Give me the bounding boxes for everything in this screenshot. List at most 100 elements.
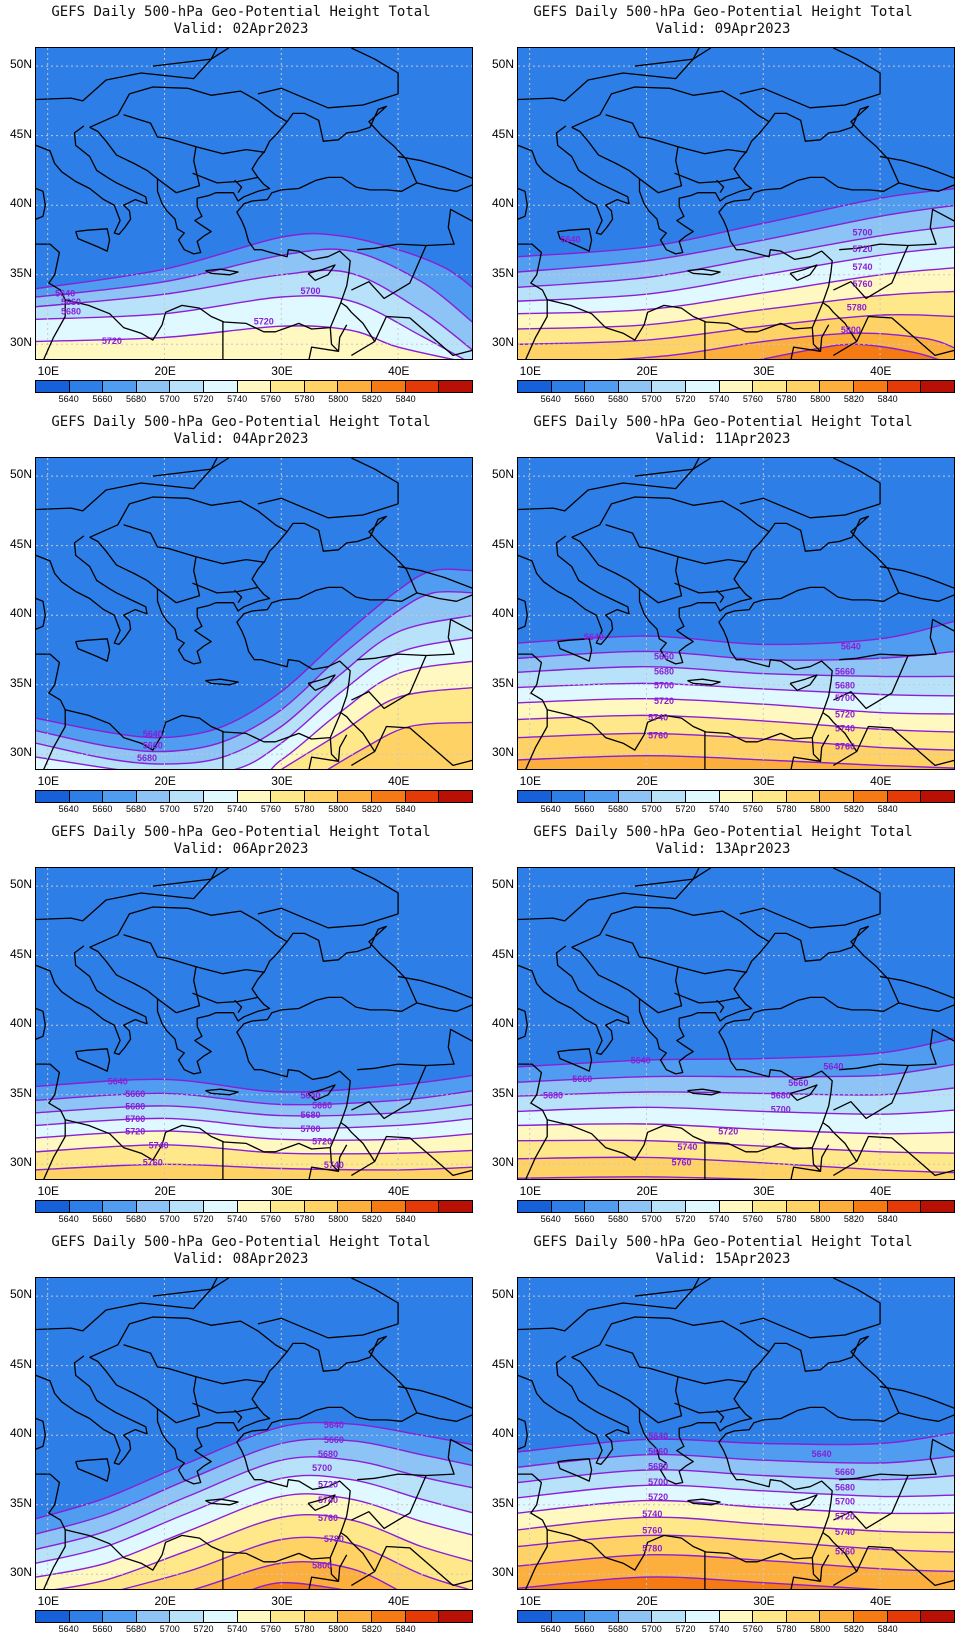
- colorbar-label: 5660: [92, 1624, 113, 1634]
- y-tick-label: 40N: [9, 1426, 32, 1441]
- x-tick-label: 10E: [519, 1184, 542, 1198]
- map-panel-p5: GEFS Daily 500-hPa Geo-Potential Height …: [0, 820, 482, 1230]
- contour-label: 5640: [823, 1061, 843, 1071]
- contour-line: [36, 295, 465, 359]
- coastline: [833, 750, 858, 766]
- contour-label: 5700: [648, 1477, 668, 1487]
- contour-label: 5760: [835, 742, 855, 752]
- x-tick-label: 40E: [870, 1184, 892, 1198]
- coastline: [833, 1475, 909, 1530]
- colorbar-swatch: [338, 381, 373, 392]
- contour-label: 5700: [835, 693, 855, 703]
- coastline: [357, 1028, 472, 1071]
- colorbar-swatch: [103, 791, 137, 802]
- coastline: [739, 1278, 881, 1339]
- colorbar-swatch: [551, 1611, 586, 1622]
- contour-label: 5720: [102, 336, 122, 346]
- coastline: [634, 1278, 712, 1297]
- contour-line: [518, 225, 954, 288]
- y-tick-label: 50N: [491, 1287, 514, 1302]
- colorbar-swatch: [551, 381, 586, 392]
- colorbar-label: 5800: [328, 394, 349, 404]
- coastline: [89, 1316, 288, 1358]
- coastline: [525, 299, 548, 359]
- coastline: [337, 1554, 348, 1582]
- colorbar-label: 5840: [395, 1624, 416, 1634]
- coastline: [351, 655, 427, 710]
- coastline: [716, 999, 725, 1014]
- colorbar-label: 5680: [608, 804, 629, 814]
- map-svg: 5640566056805700572057405760578056405660…: [518, 1278, 954, 1589]
- contour-label: 5740: [648, 713, 668, 723]
- colorbar-swatch: [170, 1611, 205, 1622]
- colorbar-label: 5800: [810, 394, 831, 404]
- y-tick-label: 40N: [491, 1016, 514, 1031]
- contour-line: [518, 1139, 954, 1154]
- contour-label: 5720: [718, 1127, 738, 1137]
- coastline: [257, 48, 399, 109]
- colorbar: [517, 1200, 955, 1213]
- y-tick-label: 40N: [9, 606, 32, 621]
- coastline: [571, 496, 770, 538]
- coastline: [687, 1498, 721, 1506]
- contour-line: [518, 1063, 954, 1083]
- colorbar-swatch: [820, 381, 855, 392]
- colorbar-label: 5640: [540, 804, 561, 814]
- coastline: [36, 105, 418, 341]
- contour-line: [518, 204, 954, 273]
- colorbar-label: 5720: [675, 394, 696, 404]
- map-panel-p3: GEFS Daily 500-hPa Geo-Potential Height …: [0, 410, 482, 820]
- contour-line: [280, 687, 472, 769]
- coastline: [739, 48, 881, 109]
- y-tick-label: 30N: [491, 1155, 514, 1170]
- colorbar-label: 5780: [294, 1624, 315, 1634]
- x-tick-label: 40E: [870, 1594, 892, 1608]
- coastline: [518, 458, 700, 512]
- coastline: [351, 340, 376, 356]
- colorbar-label: 5780: [776, 1624, 797, 1634]
- coastline: [839, 1028, 954, 1071]
- colorbar-swatch: [618, 381, 653, 392]
- contour-label: 5740: [318, 1495, 338, 1505]
- colorbar-swatch: [753, 1611, 787, 1622]
- contour-line: [251, 1581, 343, 1589]
- y-tick-label: 30N: [491, 335, 514, 350]
- x-tick-label: 20E: [154, 1184, 176, 1198]
- colorbar-label: 5820: [843, 804, 864, 814]
- colorbar-swatch: [618, 1201, 653, 1212]
- contour-line: [518, 1516, 954, 1534]
- colorbar-swatch: [820, 1201, 855, 1212]
- x-tick-label: 20E: [636, 774, 658, 788]
- colorbar: [517, 380, 955, 393]
- contour-line: [518, 1123, 954, 1135]
- y-tick-label: 40N: [491, 606, 514, 621]
- contour-label: 5640: [841, 642, 861, 652]
- contour-line: [518, 650, 954, 661]
- y-tick-label: 35N: [9, 1085, 32, 1100]
- coastline: [36, 1355, 148, 1466]
- panel-valid-date: Valid: 06Apr2023: [173, 841, 309, 857]
- colorbar-label: 5680: [126, 804, 147, 814]
- colorbar-label: 5780: [776, 804, 797, 814]
- contour-label: 5740: [835, 724, 855, 734]
- coastline: [416, 592, 472, 602]
- colorbar-label: 5840: [877, 1214, 898, 1224]
- coastline: [357, 208, 472, 251]
- contour-label: 5680: [137, 753, 157, 763]
- coastline: [36, 1335, 418, 1571]
- contour-line: [518, 246, 954, 302]
- x-tick-label: 30E: [271, 1594, 293, 1608]
- coastline: [351, 1570, 376, 1586]
- contour-line: [518, 1576, 883, 1589]
- colorbar-swatch: [103, 381, 137, 392]
- coastline: [789, 1494, 818, 1511]
- panel-title: GEFS Daily 500-hPa Geo-Potential Height …: [51, 824, 431, 840]
- contour-label: 5700: [835, 1496, 855, 1506]
- x-tick-label: 20E: [154, 364, 176, 378]
- colorbar-label: 5740: [709, 1214, 730, 1224]
- coastline: [634, 458, 712, 477]
- colorbar-label: 5840: [877, 804, 898, 814]
- x-tick-label: 20E: [154, 774, 176, 788]
- coastline: [152, 1278, 230, 1297]
- contour-label: 5720: [318, 1480, 338, 1490]
